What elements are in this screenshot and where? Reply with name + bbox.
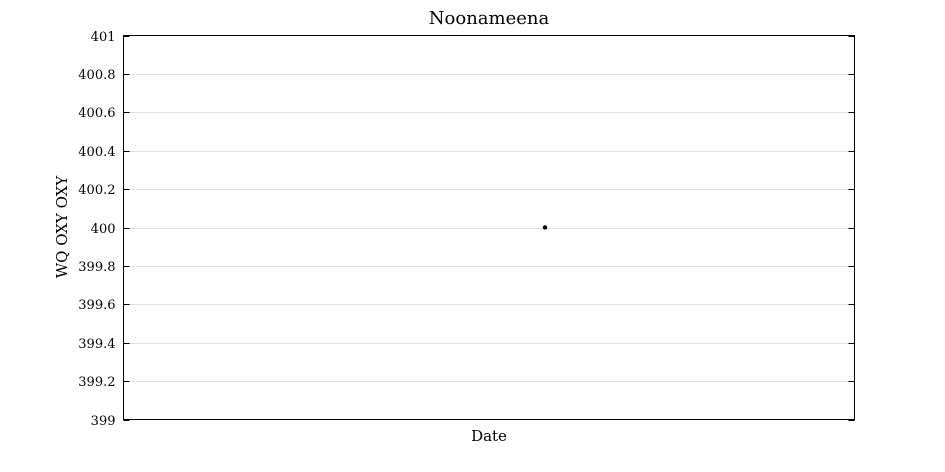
y-tick-label: 399.4 [78, 337, 115, 352]
y-tick-label: 400.8 [78, 68, 115, 83]
y-tick-label: 399.8 [78, 260, 115, 275]
y-axis-label: WQ OXY OXY [53, 175, 71, 279]
data-points [542, 225, 548, 230]
y-tick-label: 400.4 [78, 145, 115, 160]
plot-frame [123, 35, 855, 420]
chart-title: Noonameena [429, 8, 550, 29]
y-tick-label: 400.2 [78, 183, 115, 198]
y-tick-label: 399.6 [78, 298, 115, 313]
y-tick-label: 399 [91, 414, 116, 429]
y-tick-label: 400.6 [78, 106, 115, 121]
y-axis-tick-labels: 399 399.2 399.4 399.6 399.8 400 400.2 400.4 400.… [78, 30, 115, 429]
y-tick-label: 400 [91, 222, 116, 237]
data-point [542, 225, 548, 230]
x-axis-label: Date [471, 427, 507, 445]
y-tick-label: 401 [91, 30, 116, 45]
y-axis-ticks [123, 36, 855, 421]
y-tick-label: 399.2 [78, 375, 115, 390]
grid-lines [123, 74, 855, 382]
